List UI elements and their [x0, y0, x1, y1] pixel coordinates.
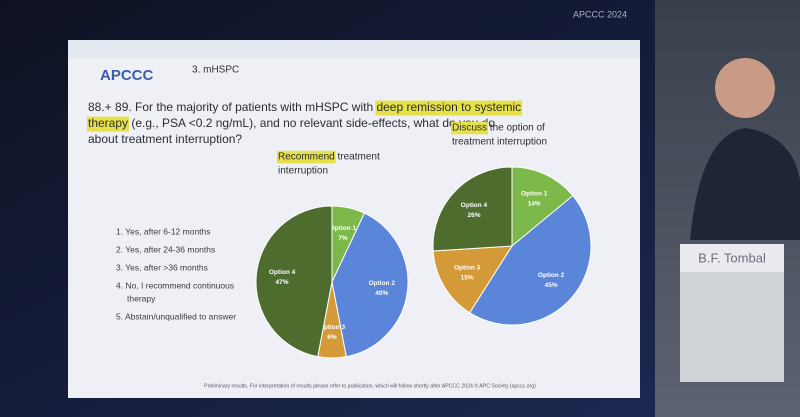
pie-chart: Recommend treatment interruption Option 1 7… [255, 150, 409, 359]
pie-slice [511, 166, 574, 248]
question-text: (e.g., PSA <0.2 ng/mL), and no relevant … [128, 116, 495, 130]
slice-value-label: 47% [276, 279, 289, 286]
question-text: deep remission to systemic [376, 100, 521, 114]
slice-label: Option 2 [369, 280, 396, 287]
slice-value-label: 6% [327, 334, 337, 341]
slice-value-label: 26% [467, 212, 480, 219]
question-text: 88.+ 89. For the majority of patients wi… [88, 100, 376, 114]
lectern [680, 272, 784, 382]
option-text: 3. Yes, after >36 months [116, 262, 208, 272]
option-text: 4. No, I recommend continuous [116, 280, 234, 290]
section-title: 3. mHSPC [192, 65, 239, 76]
option-text: 1. Yes, after 6-12 months [116, 226, 211, 236]
pie-slice [432, 166, 513, 252]
pie-slice [331, 212, 409, 358]
slice-value-label: 15% [461, 274, 474, 281]
slide-header [68, 40, 640, 58]
chart-title: Discuss [452, 123, 487, 134]
option-text: 5. Abstain/unqualified to answer [116, 311, 236, 321]
slice-label: Option 1 [330, 225, 357, 232]
slice-value-label: 14% [528, 201, 541, 208]
logo: APCCC [100, 67, 154, 84]
chart-title: Recommend [278, 152, 335, 163]
highlight [375, 100, 523, 116]
option-text: therapy [127, 293, 156, 303]
slice-label: Option 2 [538, 272, 565, 279]
chart-title: interruption [278, 166, 328, 177]
slice-label: Option 4 [461, 202, 488, 209]
pie-slice [468, 194, 592, 326]
pie-chart: Discuss the option of treatment interrupt… [432, 121, 592, 326]
charts: Recommend treatment interruption Option 1 7… [255, 121, 592, 359]
pie-slice [255, 205, 333, 358]
slice-value-label: 7% [338, 235, 348, 242]
footer: Preliminary results. For interpretation … [204, 382, 536, 389]
chart-title: the option of [487, 123, 545, 134]
highlight [277, 150, 336, 164]
slice-value-label: 40% [375, 290, 388, 297]
slice-label: Option 1 [521, 191, 548, 198]
highlight [87, 116, 130, 132]
highlight [451, 121, 489, 135]
speaker-body [690, 128, 800, 240]
slice-value-label: 45% [545, 282, 558, 289]
answer-options: 1. Yes, after 6-12 months 2. Yes, after 2… [116, 226, 236, 321]
chart-title: treatment [335, 152, 380, 163]
speaker-head [715, 58, 775, 118]
slice-label: Option 4 [269, 269, 296, 276]
question-text: about treatment interruption? [88, 132, 242, 146]
slice-label: Option 3 [319, 324, 346, 331]
event-label: APCCC 2024 [573, 9, 627, 19]
chart-title: treatment interruption [452, 137, 547, 148]
name-plate [680, 244, 784, 272]
speaker-name: B.F. Tombal [698, 250, 766, 265]
question: 88.+ 89. For the majority of patients wi… [87, 100, 523, 146]
pie-slice [432, 245, 513, 314]
slice-label: Option 3 [454, 264, 481, 271]
option-text: 2. Yes, after 24-36 months [116, 244, 215, 254]
question-text: therapy [88, 116, 128, 130]
